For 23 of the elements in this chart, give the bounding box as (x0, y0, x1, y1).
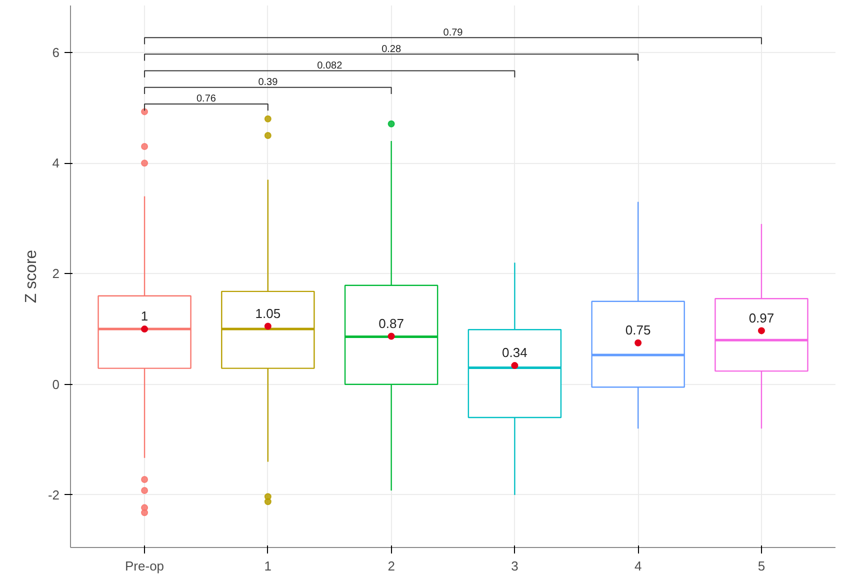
annotation: 0.082 (317, 60, 343, 72)
text: 0.97 (748, 310, 774, 326)
y-tick-label: 2 (52, 266, 60, 282)
y-axis-title: Z score (22, 250, 40, 304)
x-tick-label: 4 (634, 558, 642, 574)
text: 1.05 (255, 306, 281, 321)
y-tick-label: 6 (52, 45, 60, 60)
y-tick-label: -2 (48, 487, 60, 502)
annotation: 0.28 (382, 44, 402, 55)
y-tick-label: 0 (52, 376, 60, 392)
text: 1 (140, 308, 148, 324)
text: 0.75 (625, 322, 651, 338)
annotation: 0.79 (443, 27, 464, 38)
y-tick-label: 4 (52, 156, 60, 171)
text: 0.34 (502, 345, 528, 360)
x-tick-label: 2 (388, 558, 395, 574)
x-tick-label: 1 (264, 558, 272, 574)
x-tick-label: Pre-op (125, 558, 164, 574)
annotation: 0.76 (196, 94, 216, 105)
x-tick-label: 3 (511, 558, 518, 574)
x-tick-label: 5 (758, 558, 766, 574)
annotation: 0.39 (258, 77, 278, 88)
text: 0.87 (378, 316, 404, 331)
